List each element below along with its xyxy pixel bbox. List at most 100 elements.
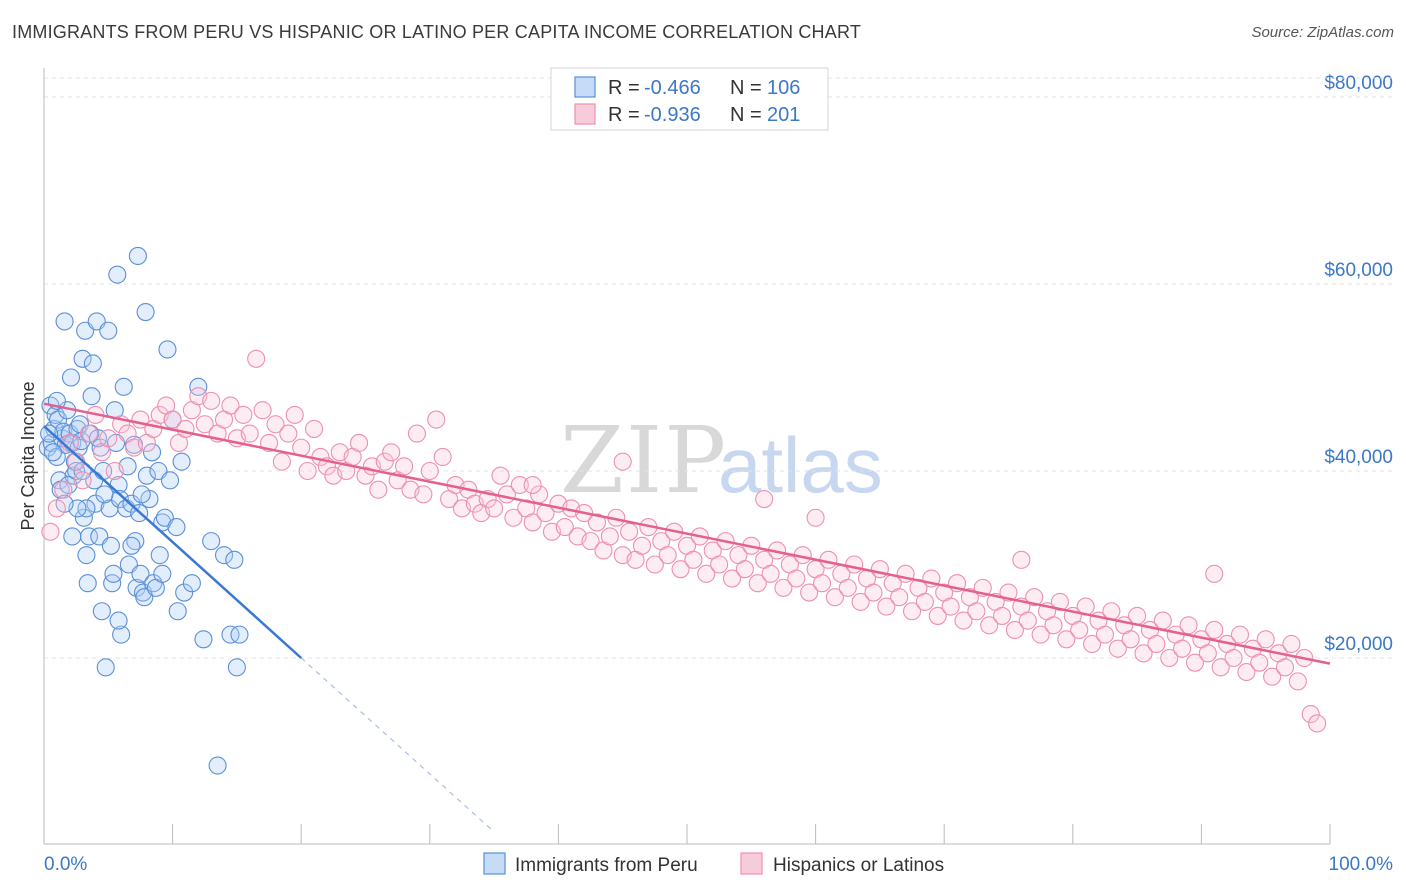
point-peru bbox=[214, 546, 234, 565]
point-hispanic bbox=[787, 569, 806, 588]
point-peru bbox=[127, 578, 146, 597]
watermark-zip: ZIP bbox=[560, 407, 728, 514]
point-hispanic bbox=[684, 550, 703, 569]
point-hispanic bbox=[253, 401, 272, 420]
point-hispanic bbox=[1205, 564, 1224, 583]
trend-line-peru bbox=[43, 425, 303, 659]
point-hispanic bbox=[54, 480, 73, 499]
point-hispanic bbox=[902, 602, 922, 621]
point-hispanic bbox=[658, 546, 677, 565]
point-hispanic bbox=[195, 415, 214, 434]
point-hispanic bbox=[1018, 611, 1037, 630]
point-hispanic bbox=[851, 592, 870, 611]
point-hispanic bbox=[806, 508, 825, 527]
point-hispanic bbox=[890, 588, 909, 607]
point-peru bbox=[88, 429, 108, 448]
point-peru bbox=[67, 461, 86, 481]
point-peru bbox=[175, 583, 194, 602]
y-tick-label: $40,000 bbox=[1324, 447, 1393, 468]
point-hispanic bbox=[1153, 611, 1172, 630]
point-hispanic bbox=[1057, 630, 1076, 649]
legend-box bbox=[550, 67, 829, 131]
point-peru bbox=[208, 756, 227, 775]
point-hispanic bbox=[800, 583, 819, 602]
point-hispanic bbox=[838, 578, 857, 597]
point-hispanic bbox=[845, 555, 864, 574]
point-hispanic bbox=[1160, 648, 1179, 668]
bottom-legend-label-peru: Immigrants from Peru bbox=[515, 855, 698, 876]
legend-n-value-peru: 106 bbox=[767, 77, 800, 99]
point-peru bbox=[50, 471, 69, 490]
point-hispanic bbox=[221, 396, 240, 415]
point-peru bbox=[153, 513, 172, 532]
x-tick-label-min: 0.0% bbox=[44, 854, 87, 875]
point-hispanic bbox=[1224, 648, 1243, 668]
y-axis-title: Per Capita Income bbox=[18, 381, 38, 530]
point-hispanic bbox=[1198, 644, 1217, 663]
point-hispanic bbox=[761, 564, 780, 583]
point-peru bbox=[63, 527, 82, 546]
point-hispanic bbox=[1050, 592, 1069, 611]
point-hispanic bbox=[1179, 616, 1198, 635]
point-hispanic bbox=[722, 569, 742, 588]
point-hispanic bbox=[202, 391, 221, 410]
y-tick-label: $80,000 bbox=[1324, 73, 1393, 94]
bottom-legend: Immigrants from Peru Hispanics or Latino… bbox=[483, 852, 944, 876]
point-hispanic bbox=[710, 555, 729, 574]
point-hispanic bbox=[748, 574, 767, 593]
point-hispanic bbox=[41, 522, 60, 541]
point-hispanic bbox=[1250, 653, 1269, 672]
point-hispanic bbox=[79, 424, 99, 443]
point-peru bbox=[96, 658, 115, 677]
point-peru bbox=[40, 424, 59, 443]
point-hispanic bbox=[420, 461, 439, 481]
point-peru bbox=[128, 246, 147, 265]
point-peru bbox=[77, 546, 96, 565]
point-hispanic bbox=[555, 518, 574, 537]
point-peru bbox=[43, 443, 63, 462]
legend: R = -0.466 N = 106 R = -0.936 N = 201 bbox=[550, 67, 829, 131]
point-peru bbox=[103, 574, 122, 593]
point-hispanic bbox=[504, 508, 523, 527]
point-hispanic bbox=[993, 606, 1012, 625]
point-hispanic bbox=[915, 592, 934, 611]
point-hispanic bbox=[735, 560, 754, 579]
point-peru bbox=[158, 340, 177, 359]
point-hispanic bbox=[1083, 634, 1102, 654]
series-hispanic-points bbox=[41, 349, 1327, 733]
point-hispanic bbox=[356, 466, 375, 485]
legend-r-value-hispanic: -0.936 bbox=[644, 104, 701, 126]
point-peru bbox=[104, 564, 123, 583]
point-peru bbox=[108, 265, 127, 284]
point-hispanic bbox=[613, 452, 632, 471]
point-hispanic bbox=[1005, 620, 1024, 640]
point-hispanic bbox=[877, 597, 896, 616]
point-hispanic bbox=[581, 532, 600, 551]
point-hispanic bbox=[967, 602, 986, 621]
point-hispanic bbox=[407, 424, 426, 443]
point-hispanic bbox=[825, 588, 844, 607]
point-hispanic bbox=[491, 466, 510, 485]
point-hispanic bbox=[600, 527, 619, 546]
point-hispanic bbox=[1025, 588, 1044, 607]
point-peru bbox=[99, 321, 118, 340]
legend-swatch-peru bbox=[574, 76, 596, 98]
point-hispanic bbox=[285, 405, 304, 424]
point-peru bbox=[61, 368, 81, 387]
point-hispanic bbox=[1044, 616, 1063, 635]
point-hispanic bbox=[1173, 639, 1192, 658]
point-hispanic bbox=[99, 429, 118, 448]
bottom-legend-swatch-peru bbox=[483, 852, 506, 875]
bottom-legend-label-hispanic: Hispanics or Latinos bbox=[773, 855, 944, 876]
point-peru bbox=[82, 387, 101, 406]
point-hispanic bbox=[266, 415, 285, 434]
y-tick-label: $20,000 bbox=[1324, 634, 1393, 655]
point-hispanic bbox=[1128, 606, 1147, 625]
point-hispanic bbox=[47, 499, 66, 518]
point-hispanic bbox=[414, 485, 433, 504]
point-peru bbox=[182, 574, 201, 593]
point-peru bbox=[73, 349, 92, 368]
point-hispanic bbox=[433, 447, 452, 467]
point-peru bbox=[194, 630, 213, 649]
point-peru bbox=[112, 625, 131, 644]
